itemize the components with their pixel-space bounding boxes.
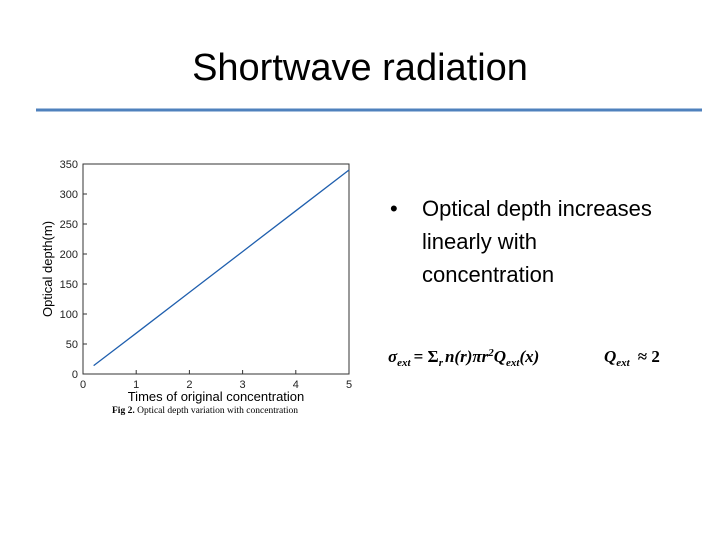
formula-part: Q bbox=[494, 347, 506, 366]
x-tick-label: 4 bbox=[293, 379, 299, 391]
formula-part: ext bbox=[616, 357, 630, 369]
formula-part: σ bbox=[388, 347, 398, 366]
bullet-line: linearly with bbox=[422, 229, 537, 254]
y-tick-label: 300 bbox=[60, 189, 78, 201]
x-tick-label: 5 bbox=[346, 379, 352, 391]
x-tick-label: 3 bbox=[240, 379, 246, 391]
formula-part: (x) bbox=[520, 347, 540, 366]
x-axis-label: Times of original concentration bbox=[128, 389, 305, 404]
formula: Qext ≈ 2 bbox=[604, 347, 660, 369]
slide-title: Shortwave radiation bbox=[192, 47, 528, 89]
caption-text: Optical depth variation with concentrati… bbox=[137, 406, 298, 416]
x-tick-label: 0 bbox=[80, 379, 86, 391]
formula-part: 2 bbox=[487, 347, 494, 359]
y-tick-label: 200 bbox=[60, 249, 78, 261]
bullet-line: concentration bbox=[422, 262, 554, 287]
plot-frame bbox=[82, 163, 350, 375]
formula-part: = Σ bbox=[414, 347, 439, 366]
formula-part: r bbox=[439, 357, 444, 369]
x-tick-label: 1 bbox=[133, 379, 139, 391]
formula-part: ext bbox=[397, 357, 411, 369]
caption-label: Fig 2. bbox=[112, 406, 135, 416]
y-tick-label: 100 bbox=[60, 309, 78, 321]
formula-part: ≈ 2 bbox=[638, 347, 660, 366]
x-tick-label: 2 bbox=[186, 379, 192, 391]
figure-caption: Fig 2. Optical depth variation with conc… bbox=[112, 406, 298, 416]
y-axis-label: Optical depth(m) bbox=[40, 221, 55, 317]
data-line bbox=[93, 169, 350, 367]
formula-part: ext bbox=[506, 357, 520, 369]
y-tick-label: 50 bbox=[66, 339, 78, 351]
y-tick-label: 250 bbox=[60, 219, 78, 231]
y-tick-label: 350 bbox=[60, 159, 78, 171]
y-tick-label: 0 bbox=[72, 369, 78, 381]
bullet-line: Optical depth increases bbox=[422, 196, 652, 221]
formula-part: Q bbox=[604, 347, 616, 366]
formula-part: n(r)πr bbox=[445, 347, 489, 366]
y-tick-label: 150 bbox=[60, 279, 78, 291]
bullet-marker: • bbox=[390, 196, 398, 221]
formula: σext = Σr n(r)πr2Qext(x) bbox=[388, 347, 539, 369]
